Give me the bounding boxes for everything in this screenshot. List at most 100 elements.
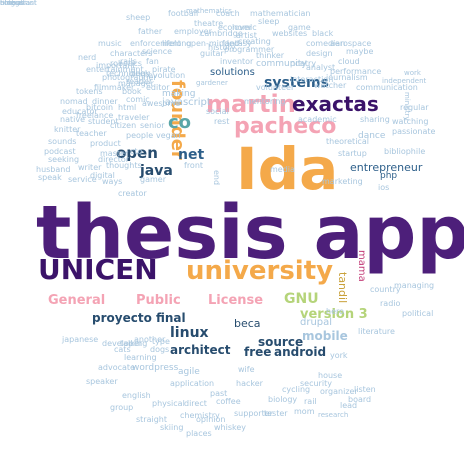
cloud-word: wordpress	[132, 363, 179, 373]
cloud-word: java	[140, 163, 173, 179]
cloud-word: gardener	[196, 79, 228, 87]
cloud-word: another	[134, 335, 166, 344]
cloud-word: php	[380, 171, 398, 181]
cloud-word: mathematician	[250, 9, 311, 18]
cloud-word: manager	[118, 79, 154, 88]
cloud-word: gamer	[140, 175, 166, 184]
cloud-word: creator	[118, 189, 147, 198]
cloud-word: media	[270, 165, 295, 174]
cloud-word: tester	[264, 409, 288, 418]
cloud-word: economic	[218, 23, 257, 32]
cloud-word: social	[206, 107, 229, 116]
cloud-word: mobile	[302, 329, 348, 343]
cloud-word: university	[186, 256, 334, 286]
cloud-word: photographer	[102, 73, 157, 82]
cloud-word: lifelong	[162, 39, 192, 48]
cloud-word: javascript	[162, 97, 211, 108]
cloud-word: learning	[124, 353, 157, 362]
cloud-word: senior	[140, 121, 165, 130]
cloud-word: General	[48, 293, 106, 308]
cloud-word: end	[212, 170, 221, 186]
cloud-word: group	[110, 403, 134, 412]
cloud-word: digital	[90, 171, 115, 180]
cloud-word: game	[288, 23, 311, 32]
cloud-word: house	[318, 371, 343, 380]
cloud-word: vegan	[156, 131, 181, 140]
cloud-word: product	[90, 139, 121, 148]
cloud-word: fan	[146, 57, 159, 66]
cloud-word: community	[256, 59, 307, 69]
cloud-word: robotics	[110, 59, 142, 68]
cloud-word: regular	[400, 103, 429, 112]
cloud-word: supporter	[234, 409, 273, 418]
cloud-word: websites	[272, 29, 308, 38]
cloud-word: co	[168, 112, 192, 133]
cloud-word: theatre	[194, 19, 224, 28]
cloud-word: radio	[380, 299, 401, 308]
cloud-word: artist	[236, 31, 257, 40]
cloud-word: speak	[38, 173, 62, 182]
cloud-word: places	[186, 429, 212, 438]
cloud-word: skiing	[160, 423, 184, 432]
cloud-word: poetry	[290, 59, 317, 68]
cloud-word: sheep	[126, 13, 151, 22]
cloud-word: literature	[358, 327, 395, 336]
cloud-word: academic	[298, 115, 337, 124]
cloud-word: interaction	[290, 75, 334, 84]
cloud-word: board	[348, 395, 372, 404]
cloud-word: rails	[120, 57, 137, 66]
cloud-word: science	[142, 47, 173, 56]
cloud-word: opinion	[196, 415, 226, 424]
cloud-word: tandil	[336, 272, 349, 304]
cloud-word: bitcoin	[86, 103, 114, 112]
cloud-word: listen	[354, 385, 376, 394]
cloud-word: free	[244, 345, 272, 359]
cloud-word: political	[402, 309, 434, 318]
cloud-word: source	[258, 335, 304, 349]
cloud-word: service	[68, 175, 97, 184]
cloud-word: html	[118, 103, 137, 112]
cloud-word: advocate	[98, 363, 135, 372]
cloud-word: open-minded	[186, 39, 240, 48]
cloud-word: mama	[356, 250, 367, 282]
cloud-word: podcast	[44, 147, 76, 156]
cloud-word: director	[98, 155, 130, 164]
cloud-word: educator	[62, 107, 98, 116]
cloud-word: ios	[378, 183, 390, 192]
cloud-word: aerospace	[330, 39, 372, 48]
cloud-word: open	[116, 144, 158, 162]
cloud-word: father	[138, 27, 163, 36]
cloud-word: solutions	[210, 67, 255, 78]
cloud-word: consultant	[0, 0, 37, 7]
cloud-word: watching	[392, 117, 429, 126]
cloud-word: awesome	[142, 99, 181, 108]
cloud-word: analyst	[306, 63, 336, 72]
cloud-word: creating	[238, 37, 271, 46]
cloud-word: hero	[326, 307, 344, 316]
cloud-word: teacher	[76, 129, 107, 138]
cloud-word: writer	[78, 163, 102, 172]
cloud-word: exactas	[292, 92, 379, 116]
cloud-word: security	[300, 379, 332, 388]
cloud-word: application	[170, 379, 215, 388]
cloud-word: japanese	[62, 335, 99, 344]
cloud-word: organizer	[320, 387, 358, 396]
cloud-word: book	[122, 87, 142, 96]
cloud-word: thesis app	[36, 190, 464, 276]
cloud-word: dance	[358, 131, 386, 141]
cloud-word: pacheco	[234, 114, 337, 139]
cloud-word: blogger	[0, 0, 27, 7]
cloud-word: geek	[130, 69, 150, 78]
cloud-word: beca	[234, 317, 261, 330]
cloud-word: dogs	[150, 345, 170, 354]
cloud-word: rail	[304, 397, 317, 406]
cloud-word: comic	[126, 95, 150, 104]
cloud-word: work	[404, 69, 421, 77]
cloud-word: managing	[394, 281, 435, 290]
cloud-word: performance	[330, 67, 382, 76]
cloud-word: talking	[120, 339, 148, 348]
cloud-word: dinner	[92, 97, 118, 106]
cloud-word: cambridge	[200, 29, 243, 38]
cloud-word: enforcement	[130, 39, 182, 48]
cloud-word: nerd	[78, 53, 97, 62]
